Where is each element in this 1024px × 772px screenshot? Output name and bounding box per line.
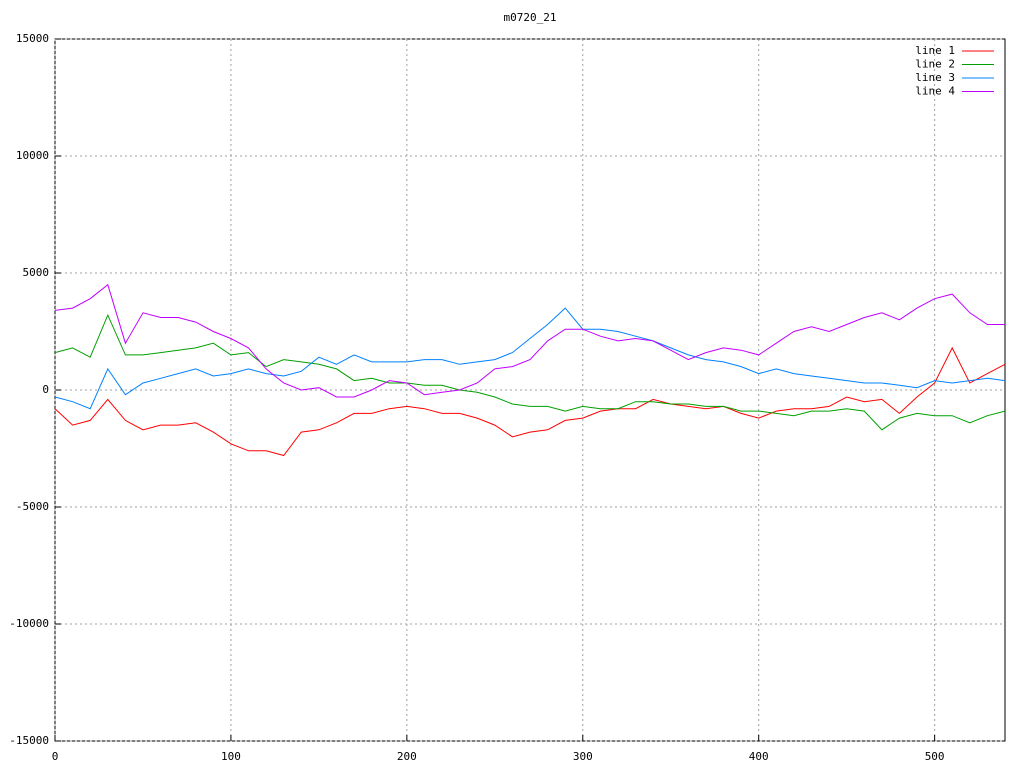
y-tick-label: 10000 (16, 149, 49, 162)
x-tick-label: 100 (221, 750, 241, 763)
y-tick-label: -5000 (16, 500, 49, 513)
y-tick-label: 15000 (16, 32, 49, 45)
x-tick-label: 0 (52, 750, 59, 763)
y-tick-label: 0 (42, 383, 49, 396)
y-tick-label: 5000 (23, 266, 50, 279)
x-tick-label: 300 (573, 750, 593, 763)
legend-label: line 3 (915, 71, 955, 84)
legend-label: line 4 (915, 85, 955, 98)
chart-title: m0720_21 (504, 11, 557, 24)
y-tick-label: -10000 (9, 617, 49, 630)
series-line (54, 283, 1005, 398)
x-tick-label: 400 (749, 750, 769, 763)
x-tick-label: 500 (925, 750, 945, 763)
y-tick-label: -15000 (9, 734, 49, 747)
x-tick-label: 200 (397, 750, 417, 763)
series-line (54, 307, 1006, 410)
legend-label: line 2 (915, 58, 955, 71)
series-line (54, 346, 1006, 457)
legend-label: line 1 (915, 44, 955, 57)
series-line (54, 313, 1006, 431)
